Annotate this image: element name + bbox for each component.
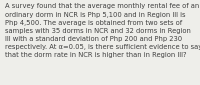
Text: A survey found that the average monthly rental fee of an
ordinary dorm in NCR is: A survey found that the average monthly … <box>5 3 200 58</box>
